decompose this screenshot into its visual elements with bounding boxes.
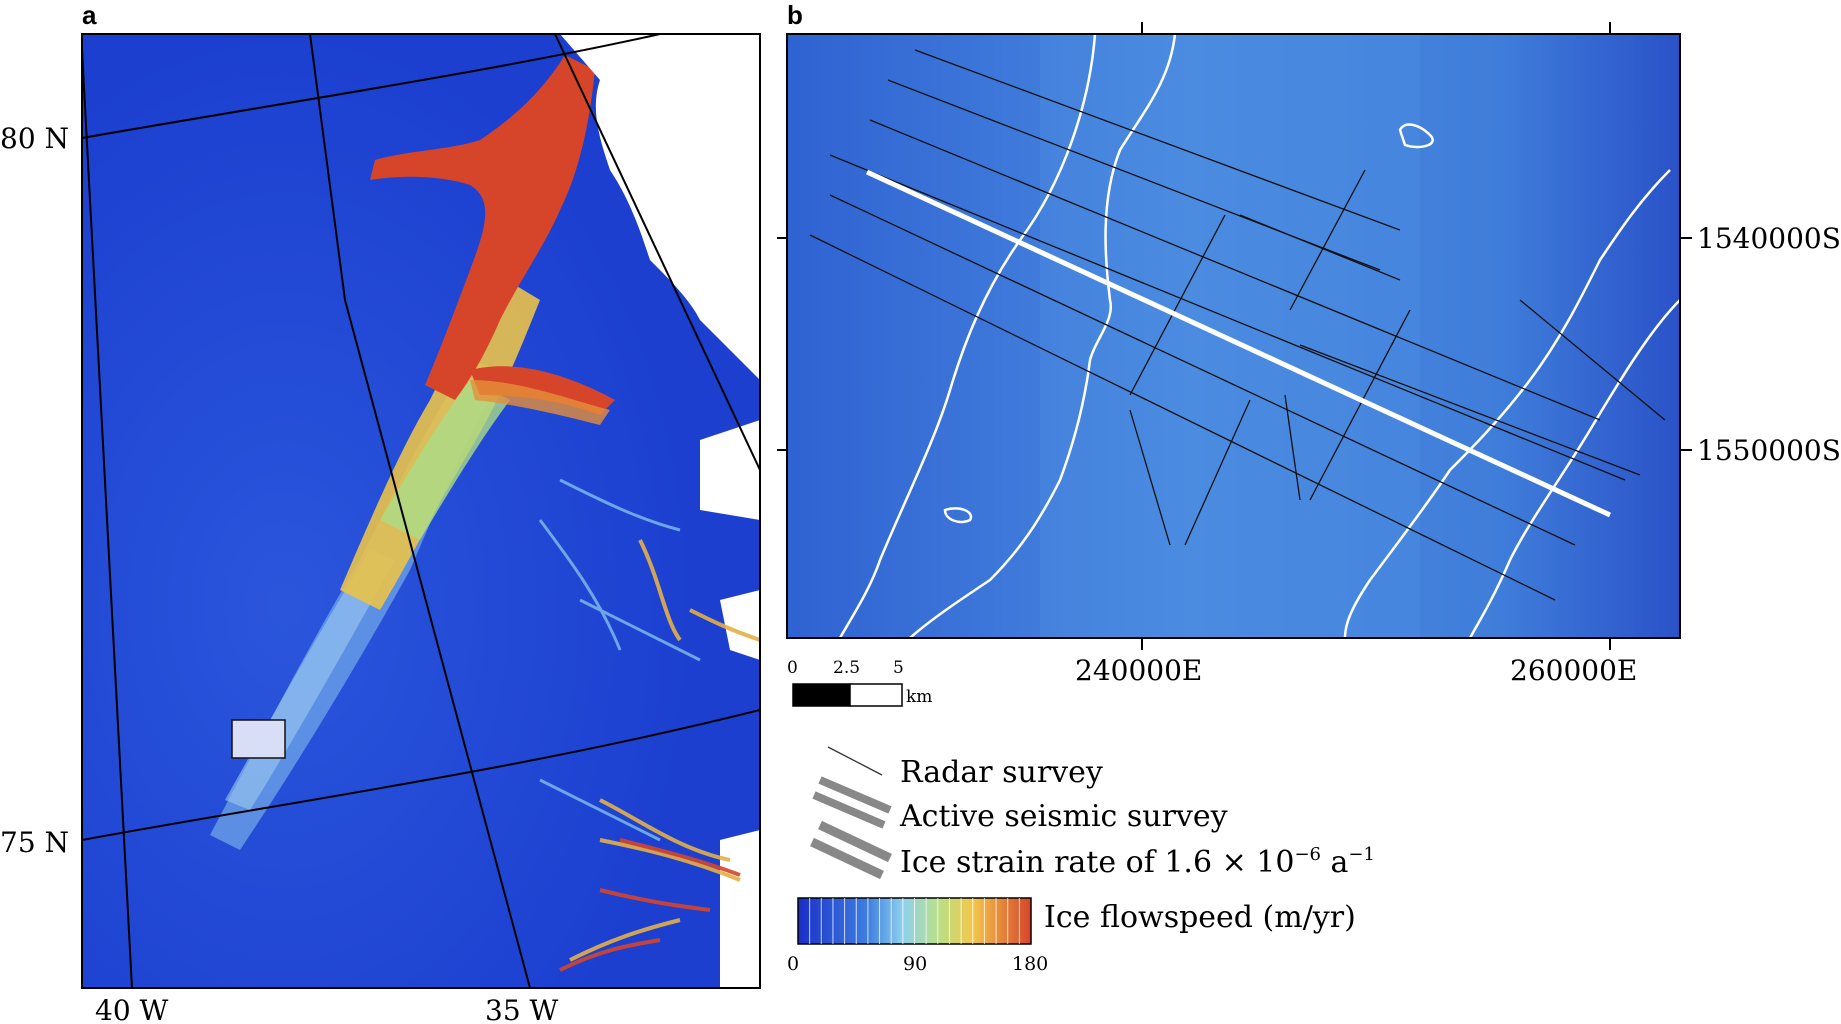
- svg-text:0: 0: [787, 658, 798, 678]
- legend-radar-symbol: [827, 746, 883, 776]
- scale-bar-unit: km: [906, 687, 932, 707]
- legend-seismic-label: Active seismic survey: [899, 799, 1228, 834]
- legend-strain-symbol: [810, 820, 892, 880]
- northing-label-1550000s: 1550000S: [1697, 434, 1841, 467]
- easting-label-240000e: 240000E: [1075, 654, 1202, 687]
- panel-a-letter: a: [82, 0, 97, 30]
- scale-bar: 0 2.5 5 km: [787, 658, 932, 707]
- svg-text:2.5: 2.5: [833, 658, 860, 678]
- easting-label-260000e: 260000E: [1510, 654, 1637, 687]
- outlet-glaciers: [569, 539, 760, 962]
- study-area-box: [231, 719, 286, 759]
- lat-label-80n: 80 N: [0, 122, 69, 155]
- lat-label-75n: 75 N: [0, 826, 69, 859]
- land-east-north: [560, 34, 760, 380]
- radar-survey-lines: [809, 49, 1666, 601]
- lon-label-40w: 40 W: [95, 994, 169, 1024]
- ice-stream-fast-core: [370, 55, 595, 400]
- legend-strain-label: Ice strain rate of 1.6 × 10−6 a−1: [900, 844, 1375, 880]
- active-seismic-line: [865, 169, 1612, 518]
- flowspeed-colorbar: [797, 897, 1032, 945]
- northing-label-1540000s: 1540000S: [1697, 222, 1841, 255]
- colorbar-tick-0: 0: [787, 953, 799, 975]
- panel-b-map: [777, 22, 1692, 650]
- graticule: [82, 34, 760, 988]
- flow-contours: [838, 34, 1680, 638]
- legend: Radar survey Active seismic survey Ice s…: [787, 746, 1375, 975]
- colorbar-tick-90: 90: [903, 953, 927, 975]
- lon-label-35w: 35 W: [485, 994, 559, 1024]
- panel-b-letter: b: [787, 0, 803, 30]
- legend-flowspeed-label: Ice flowspeed (m/yr): [1044, 900, 1356, 935]
- legend-radar-label: Radar survey: [900, 755, 1103, 790]
- svg-text:5: 5: [893, 658, 904, 678]
- colorbar-tick-180: 180: [1012, 953, 1048, 975]
- legend-seismic-symbol: [812, 776, 892, 829]
- panel-a-map: [81, 33, 761, 989]
